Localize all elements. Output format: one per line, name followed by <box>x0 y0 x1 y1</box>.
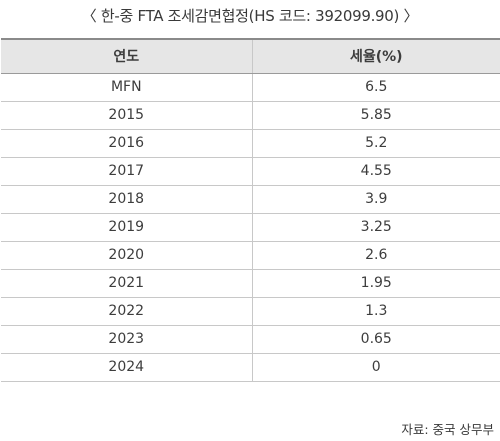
year-cell: 2020 <box>1 240 253 270</box>
table-row: 2018 3.9 <box>1 184 500 214</box>
header-year: 연도 <box>1 38 253 74</box>
rate-cell: 4.55 <box>251 156 500 186</box>
year-cell: 2016 <box>1 128 253 158</box>
rate-cell: 0 <box>251 352 500 382</box>
table-row: 2024 0 <box>1 352 500 382</box>
year-cell: 2024 <box>1 352 253 382</box>
source-note: 자료: 중국 상무부 <box>401 422 494 437</box>
rate-cell: 3.25 <box>251 212 500 242</box>
rate-cell: 6.5 <box>251 72 500 102</box>
table-row: 2015 5.85 <box>1 100 500 130</box>
rate-cell: 3.9 <box>251 184 500 214</box>
rate-cell: 2.6 <box>251 240 500 270</box>
table-row: 2020 2.6 <box>1 240 500 270</box>
table-row: 2023 0.65 <box>1 324 500 354</box>
tariff-table: 연도 세율(%) MFN 6.5 2015 5.85 2016 5.2 2017… <box>1 38 500 382</box>
table-row: 2021 1.95 <box>1 268 500 298</box>
year-cell: 2015 <box>1 100 253 130</box>
year-cell: 2018 <box>1 184 253 214</box>
table-row: 2017 4.55 <box>1 156 500 186</box>
rate-cell: 0.65 <box>251 324 500 354</box>
year-cell: 2019 <box>1 212 253 242</box>
header-rate: 세율(%) <box>251 38 500 74</box>
rate-cell: 5.2 <box>251 128 500 158</box>
table-title: 〈 한-중 FTA 조세감면협정(HS 코드: 392099.90) 〉 <box>81 7 419 25</box>
year-cell: 2022 <box>1 296 253 326</box>
year-cell: MFN <box>1 72 253 102</box>
table-row: MFN 6.5 <box>1 72 500 102</box>
table-row: 2022 1.3 <box>1 296 500 326</box>
rate-cell: 5.85 <box>251 100 500 130</box>
table-row: 2019 3.25 <box>1 212 500 242</box>
year-cell: 2017 <box>1 156 253 186</box>
year-cell: 2023 <box>1 324 253 354</box>
year-cell: 2021 <box>1 268 253 298</box>
rate-cell: 1.3 <box>251 296 500 326</box>
rate-cell: 1.95 <box>251 268 500 298</box>
table-row: 2016 5.2 <box>1 128 500 158</box>
table-header-row: 연도 세율(%) <box>1 38 500 74</box>
